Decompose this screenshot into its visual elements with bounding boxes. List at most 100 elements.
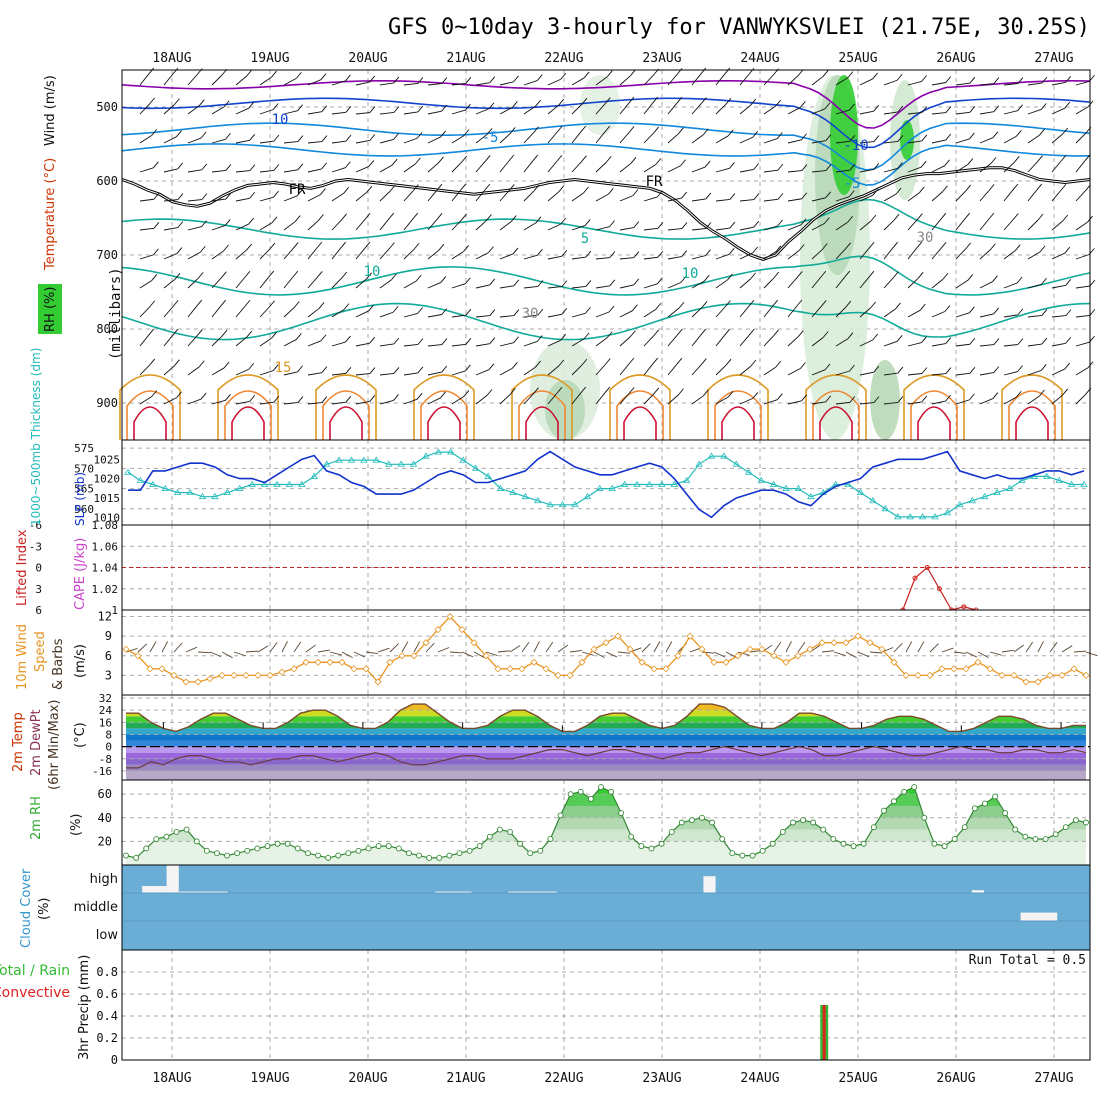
- thickness-marker: [409, 460, 418, 467]
- wind-barb-flag: [484, 183, 491, 191]
- wind-barb: [331, 303, 350, 318]
- wind-barb-flag: [992, 131, 999, 138]
- wind10m-barb: [449, 651, 462, 654]
- wind-barb-flag: [748, 299, 755, 307]
- wind-barb-shaft: [403, 313, 418, 318]
- wind10m-barb: [1001, 649, 1014, 653]
- temp-line: [126, 703, 1086, 733]
- rh-marker: [335, 852, 342, 859]
- wind-barb-flag: [1089, 279, 1096, 287]
- wind-barb-flag: [895, 302, 901, 310]
- wind-barb-shaft: [907, 192, 920, 202]
- wind-barb-shaft: [379, 399, 394, 405]
- wind-barb-flag: [609, 220, 615, 227]
- wind-barb-shaft: [307, 111, 322, 115]
- wind-barb-flag: [438, 243, 445, 251]
- wind-barb-shaft: [307, 308, 320, 318]
- wind-barb-shaft: [403, 280, 417, 289]
- wind-barb-flag: [583, 332, 590, 340]
- wind-speed-marker: [470, 639, 478, 647]
- wind-barb-flag: [868, 270, 875, 278]
- rh-marker: [527, 850, 534, 857]
- wind-barb-shaft: [979, 398, 994, 405]
- wind-barb: [259, 300, 275, 318]
- wind-barb-flag: [248, 217, 255, 225]
- warm-temperature-contour: [315, 374, 377, 440]
- wind-barb-flag: [248, 362, 255, 370]
- warm-temperature-contour: [133, 406, 167, 440]
- wind-barb-shaft: [859, 220, 872, 231]
- wind-barb-shaft: [283, 339, 297, 347]
- wind-barb-shaft: [907, 309, 921, 318]
- wind-barb-shaft: [571, 256, 586, 260]
- wind-barb-flag: [172, 67, 179, 75]
- temperature-contour: [121, 198, 1091, 240]
- wind-barb-shaft: [475, 108, 490, 115]
- wind-barb: [1003, 365, 1023, 376]
- wind-barb: [211, 219, 231, 231]
- wind-barb-flag: [249, 134, 256, 141]
- wind-barb: [211, 394, 231, 405]
- thickness-marker: [546, 500, 554, 508]
- wind-barb: [811, 164, 832, 173]
- wind-barb-flag: [992, 392, 999, 399]
- wind-barb-shaft: [979, 313, 994, 318]
- rh-shading: [580, 75, 620, 135]
- wind-barb-flag: [653, 126, 660, 134]
- rh-color-band: [126, 787, 1086, 795]
- wind-barb-shaft: [667, 165, 681, 173]
- rh2m-label: 2m RH: [29, 796, 44, 840]
- wind-barb: [811, 395, 832, 405]
- wind-barb: [499, 75, 519, 86]
- thickness-marker: [1055, 476, 1063, 483]
- wind-barb: [499, 101, 518, 115]
- wind-barb-flag: [223, 244, 229, 252]
- wind-barb-flag: [488, 102, 495, 110]
- wind-barb-flag: [916, 241, 923, 249]
- wind-speed-marker: [938, 665, 946, 673]
- wind-barb-flag: [345, 335, 351, 343]
- wind-barb-flag: [440, 276, 447, 283]
- cape-marker: [961, 604, 967, 610]
- wind-barb-shaft: [403, 137, 418, 144]
- wind-barb-flag: [1017, 365, 1023, 372]
- wind-barb: [187, 392, 207, 405]
- rh-marker: [1032, 836, 1039, 842]
- wind10m-barb: [821, 650, 834, 653]
- wind-barb-shaft: [259, 306, 270, 318]
- cloud-bar: [971, 890, 984, 893]
- wind-barb-flag: [1017, 104, 1023, 111]
- wind-barb-flag: [321, 105, 328, 112]
- wind-barb-shaft: [835, 370, 850, 376]
- wind-barb: [715, 273, 733, 289]
- wind-speed-marker: [1022, 678, 1030, 686]
- rh-marker: [234, 850, 241, 857]
- wind-barb-flag: [513, 336, 519, 343]
- wind-barb: [235, 217, 255, 231]
- wind-barb-flag: [921, 367, 928, 374]
- wind-barb-flag: [1089, 309, 1096, 316]
- wind-barb-flag: [532, 154, 539, 162]
- wind-speed-marker: [1010, 671, 1018, 679]
- wind-barb: [427, 391, 446, 405]
- wind-barb-shaft: [643, 227, 658, 231]
- wind-barb-shaft: [763, 169, 778, 173]
- wind-barb-flag: [581, 97, 588, 105]
- wind-speed-marker: [1082, 671, 1090, 679]
- wind-barb: [403, 392, 423, 405]
- wind-barb-shaft: [619, 336, 631, 347]
- wind-barb: [307, 162, 327, 173]
- wind-barb: [163, 300, 179, 318]
- wind-barb: [163, 273, 181, 289]
- wind-barb-flag: [824, 363, 831, 371]
- wind-speed-marker: [458, 626, 466, 634]
- wind-barb-shaft: [715, 279, 728, 289]
- wind-barb-flag: [1062, 127, 1069, 135]
- wind-barb-shaft: [499, 133, 511, 144]
- wind-barb-flag: [489, 76, 496, 83]
- wind-barb: [451, 277, 471, 289]
- wind-barb-shaft: [979, 344, 994, 347]
- wind10m-barb: [569, 649, 582, 653]
- wind-barb-shaft: [499, 107, 513, 115]
- wind-barb-shaft: [931, 112, 946, 115]
